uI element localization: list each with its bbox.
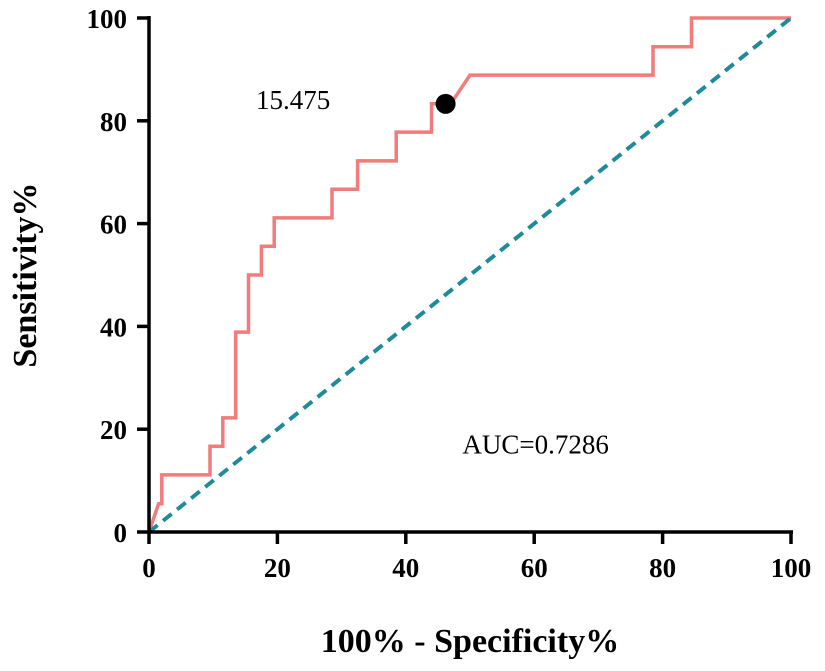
x-tick-label: 100 [771, 553, 812, 583]
auc-annotation: AUC=0.7286 [462, 430, 608, 460]
x-tick-label: 60 [521, 553, 548, 583]
plot-lines [147, 16, 793, 534]
roc-curve-line [147, 16, 791, 533]
cutoff-point [435, 93, 456, 114]
reference-diagonal-line [147, 16, 793, 534]
axes: 0 20 40 60 80 100 0 20 40 60 80 100 [87, 4, 812, 583]
y-tick-label: 40 [100, 312, 127, 342]
cutoff-label: 15.475 [256, 85, 330, 115]
y-tick-label: 100 [87, 4, 128, 34]
x-tick-label: 0 [142, 553, 156, 583]
x-tick-label: 80 [649, 553, 676, 583]
x-axis-title: 100% - Specificity% [321, 623, 619, 660]
x-tick-label: 40 [392, 553, 419, 583]
labels: 15.475 AUC=0.7286 100% - Specificity% Sensi… [7, 85, 619, 660]
y-tick-label: 0 [114, 518, 128, 548]
y-tick-label: 80 [100, 107, 127, 137]
y-tick-label: 20 [100, 415, 127, 445]
y-axis-title: Sensitivity% [7, 182, 44, 367]
x-tick-label: 20 [264, 553, 291, 583]
y-tick-label: 60 [100, 210, 127, 240]
